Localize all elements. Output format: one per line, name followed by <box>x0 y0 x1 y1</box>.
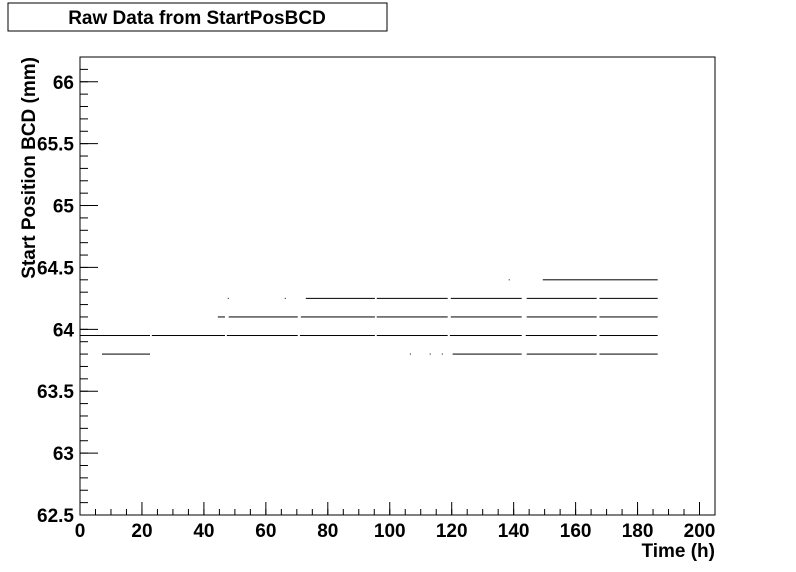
data-run <box>450 297 522 299</box>
data-run <box>227 297 229 299</box>
chart-title: Raw Data from StartPosBCD <box>68 8 326 29</box>
data-run <box>226 335 298 337</box>
data-run <box>526 297 597 299</box>
data-run <box>409 353 411 355</box>
x-tick-label: 100 <box>374 521 406 542</box>
data-run <box>101 353 151 355</box>
data-run <box>525 335 597 337</box>
data-run <box>151 335 225 337</box>
plot-frame <box>79 56 716 516</box>
x-tick-label: 20 <box>131 521 152 542</box>
x-tick-label: 140 <box>498 521 530 542</box>
y-tick-label: 66 <box>53 73 74 94</box>
y-tick-label: 65.5 <box>37 135 74 156</box>
y-tick-label: 64.5 <box>37 258 74 279</box>
y-tick-label: 65 <box>53 197 75 218</box>
data-run <box>284 297 286 299</box>
data-run <box>217 316 225 318</box>
data-run <box>450 316 522 318</box>
x-axis-title: Time (h) <box>641 541 715 562</box>
x-tick-label: 40 <box>193 521 214 542</box>
y-tick-label: 64 <box>53 320 75 341</box>
data-run <box>599 353 658 355</box>
data-run <box>526 316 597 318</box>
x-tick-label: 180 <box>622 521 654 542</box>
x-tick-label: 120 <box>436 521 468 542</box>
x-tick-label: 80 <box>317 521 338 542</box>
data-run <box>80 335 151 337</box>
data-run <box>449 335 522 337</box>
data-run <box>376 316 448 318</box>
data-run <box>228 316 298 318</box>
data-run <box>376 335 448 337</box>
data-run <box>542 279 658 281</box>
data-run <box>376 297 448 299</box>
x-tick-label: 0 <box>75 521 86 542</box>
data-run <box>526 353 597 355</box>
data-run <box>300 316 375 318</box>
data-run <box>305 297 375 299</box>
data-run <box>599 297 658 299</box>
data-run <box>299 335 375 337</box>
y-axis-title: Start Position BCD (mm) <box>19 57 40 279</box>
x-tick-label: 160 <box>560 521 592 542</box>
y-tick-label: 63.5 <box>37 382 74 403</box>
y-tick-label: 63 <box>53 444 74 465</box>
title-box <box>7 2 388 32</box>
x-tick-label: 200 <box>684 521 716 542</box>
data-run <box>508 279 510 281</box>
data-run <box>452 353 522 355</box>
data-run <box>599 316 658 318</box>
data-run <box>441 353 443 355</box>
data-run <box>599 335 658 337</box>
data-run <box>429 353 431 355</box>
x-tick-label: 60 <box>255 521 276 542</box>
y-tick-label: 62.5 <box>37 506 74 527</box>
